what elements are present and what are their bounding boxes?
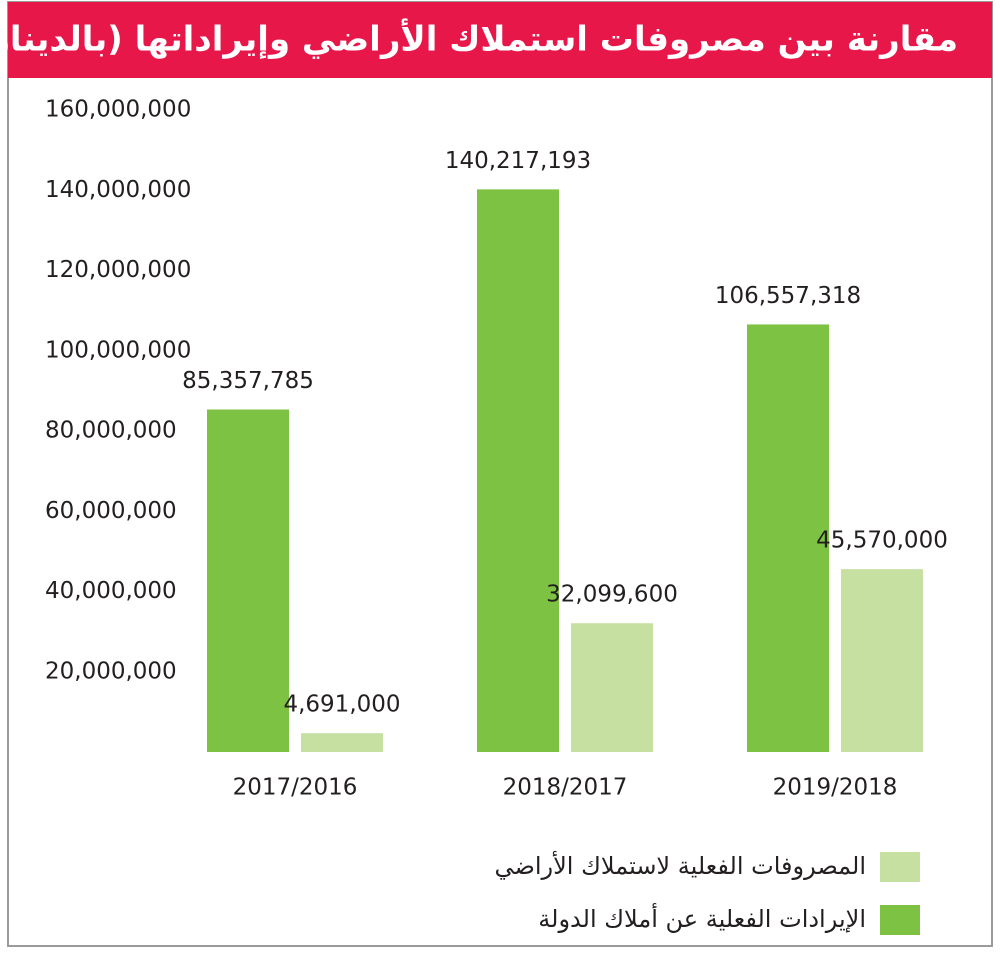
legend-swatch <box>880 852 920 882</box>
x-tick-label: 2018/2017 <box>503 775 628 801</box>
y-tick-label: 120,000,000 <box>45 257 191 283</box>
bar <box>571 623 653 752</box>
x-tick-label: 2019/2018 <box>773 775 898 801</box>
y-tick-label: 80,000,000 <box>45 418 177 444</box>
legend-swatch <box>880 905 920 935</box>
y-tick-label: 20,000,000 <box>45 658 177 684</box>
legend-label: المصروفات الفعلية لاستملاك الأراضي <box>494 851 866 880</box>
value-label: 45,570,000 <box>816 528 948 554</box>
value-label: 85,357,785 <box>182 368 314 394</box>
bar <box>207 409 289 752</box>
chart-title: مقارنة بين مصروفات استملاك الأراضي وإيرا… <box>0 18 958 60</box>
value-label: 106,557,318 <box>715 283 861 309</box>
y-tick-label: 140,000,000 <box>45 177 191 203</box>
bar <box>477 189 559 752</box>
y-tick-label: 100,000,000 <box>45 337 191 363</box>
bar <box>747 324 829 752</box>
y-tick-label: 40,000,000 <box>45 578 177 604</box>
bar <box>301 733 383 752</box>
value-label: 32,099,600 <box>546 582 678 608</box>
x-tick-label: 2017/2016 <box>233 775 358 801</box>
value-label: 140,217,193 <box>445 148 591 174</box>
legend-label: الإيرادات الفعلية عن أملاك الدولة <box>538 903 866 933</box>
value-label: 4,691,000 <box>283 692 400 718</box>
y-tick-label: 160,000,000 <box>45 97 191 123</box>
y-tick-label: 60,000,000 <box>45 498 177 524</box>
bar <box>841 569 923 752</box>
title-bar <box>8 2 992 78</box>
